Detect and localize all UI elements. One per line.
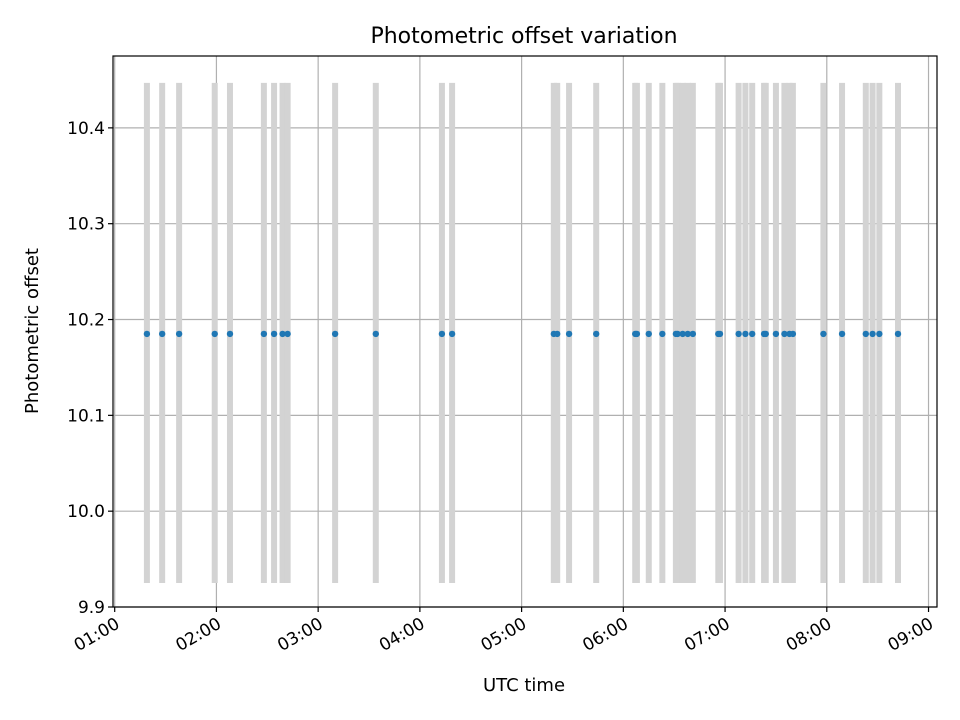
data-point: [862, 330, 869, 338]
x-tick-label: 03:00: [274, 614, 326, 656]
y-tick-label: 10.3: [67, 215, 105, 235]
data-point: [772, 330, 780, 338]
data-point: [633, 330, 641, 338]
data-point: [554, 330, 561, 338]
data-point: [260, 330, 268, 338]
x-tick-label: 02:00: [172, 614, 224, 656]
data-point: [175, 330, 183, 338]
y-tick-label: 10.0: [67, 502, 105, 522]
data-point: [565, 330, 573, 338]
y-tick-label: 9.9: [78, 598, 105, 618]
data-point: [781, 330, 788, 338]
y-axis-label: Photometric offset: [22, 248, 43, 414]
x-tick-label: 01:00: [71, 614, 123, 656]
x-tick-label: 07:00: [681, 614, 733, 656]
data-point: [789, 330, 797, 338]
data-point: [762, 330, 769, 338]
x-axis-label: UTC time: [483, 675, 565, 696]
data-point: [894, 330, 902, 338]
data-point: [716, 330, 724, 338]
data-point: [331, 330, 339, 338]
data-point: [820, 330, 827, 338]
data-point: [645, 330, 652, 338]
data-point: [593, 330, 600, 338]
data-point: [742, 330, 749, 338]
data-point: [372, 330, 379, 338]
x-tick-label: 06:00: [579, 614, 631, 656]
x-tick-label: 09:00: [885, 614, 937, 656]
y-tick-label: 10.2: [67, 311, 105, 331]
x-tick-label: 08:00: [783, 614, 835, 656]
data-point: [659, 330, 666, 338]
x-axis-ticks: 01:00 02:00 03:00 04:00 05:00 06:00 07:00 08:00…: [71, 607, 937, 656]
data-point: [211, 330, 218, 338]
data-point: [143, 330, 151, 338]
data-point: [679, 330, 686, 338]
y-tick-label: 10.4: [67, 119, 105, 139]
data-point: [438, 330, 446, 338]
data-point: [869, 330, 876, 338]
data-point: [689, 330, 697, 338]
data-point: [448, 330, 456, 338]
data-point: [735, 330, 742, 338]
y-axis-ticks: 9.9 10.0 10.1 10.2 10.3 10.4: [67, 119, 113, 618]
data-point: [284, 330, 291, 338]
grid: [113, 56, 937, 608]
data-point: [158, 330, 166, 338]
y-tick-label: 10.1: [67, 406, 105, 426]
data-point: [674, 330, 681, 338]
data-point: [838, 330, 846, 338]
data-point: [270, 330, 278, 338]
x-tick-label: 04:00: [376, 614, 428, 656]
data-points: [143, 330, 902, 338]
data-point: [748, 330, 756, 338]
data-point: [279, 330, 286, 338]
plot-frame: [112, 55, 938, 608]
data-point: [876, 330, 883, 338]
x-tick-label: 05:00: [478, 614, 530, 656]
data-point: [226, 330, 234, 338]
data-point: [684, 330, 691, 338]
chart-title: Photometric offset variation: [370, 24, 677, 49]
